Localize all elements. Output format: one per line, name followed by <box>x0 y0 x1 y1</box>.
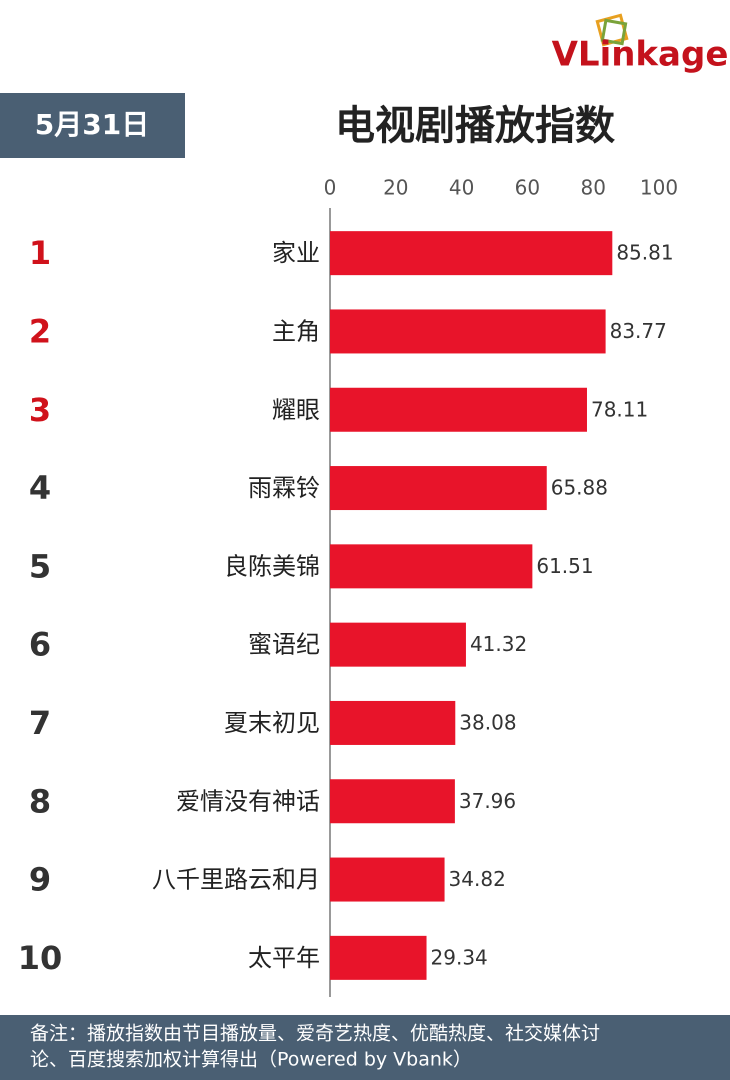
value-label: 83.77 <box>610 319 667 343</box>
value-label: 61.51 <box>536 554 593 578</box>
rank: 6 <box>29 626 51 664</box>
bar <box>330 622 466 667</box>
rank: 4 <box>29 469 51 507</box>
value-label: 34.82 <box>449 867 506 891</box>
category-label: 蜜语纪 <box>248 631 320 659</box>
date-box <box>0 93 185 158</box>
note: 论、百度搜索加权计算得出（Powered by Vbank） <box>30 1049 472 1071</box>
category-label: 八千里路云和月 <box>152 866 320 894</box>
value-label: 29.34 <box>431 945 488 969</box>
bar <box>330 935 427 980</box>
value-label: 37.96 <box>459 789 516 813</box>
value-label: 41.32 <box>470 632 527 656</box>
note: 备注：播放指数由节目播放量、爱奇艺热度、优酷热度、社交媒体讨 <box>30 1023 600 1045</box>
rank: 1 <box>29 234 51 272</box>
category-label: 良陈美锦 <box>224 552 320 580</box>
bar <box>330 779 455 824</box>
category-label: 太平年 <box>248 944 320 972</box>
value-label: 85.81 <box>616 241 673 265</box>
x-tick-label: 20 <box>383 176 408 200</box>
category-label: 夏末初见 <box>224 709 320 737</box>
bar <box>330 857 445 902</box>
category-label: 家业 <box>272 239 320 267</box>
logo-icon <box>595 13 629 47</box>
bar <box>330 700 456 745</box>
value-label: 65.88 <box>551 476 608 500</box>
rank: 3 <box>29 391 51 429</box>
bar <box>330 309 606 354</box>
x-tick-label: 40 <box>449 176 474 200</box>
x-tick-label: 0 <box>324 176 337 200</box>
value-label: 78.11 <box>591 397 648 421</box>
category-label: 主角 <box>272 317 320 345</box>
x-tick-label: 100 <box>640 176 678 200</box>
category-label: 耀眼 <box>272 396 320 424</box>
chart-title: 电视剧播放指数 <box>335 103 615 149</box>
footer <box>0 1015 730 1080</box>
category-label: 雨霖铃 <box>248 474 320 502</box>
rank: 5 <box>29 547 51 585</box>
bar <box>330 387 587 432</box>
bar <box>330 544 533 589</box>
rank: 10 <box>18 939 63 977</box>
rank: 8 <box>29 782 51 820</box>
bar <box>330 466 547 511</box>
x-tick-label: 80 <box>580 176 605 200</box>
value-label: 38.08 <box>459 710 516 734</box>
bar <box>330 231 613 276</box>
logo: VLinkage <box>552 35 729 75</box>
x-tick-label: 60 <box>515 176 540 200</box>
rank: 2 <box>29 312 51 350</box>
rank: 7 <box>29 704 51 742</box>
category-label: 爱情没有神话 <box>176 787 320 815</box>
rank: 9 <box>29 861 51 899</box>
date-label: 5月31日 <box>35 108 149 141</box>
